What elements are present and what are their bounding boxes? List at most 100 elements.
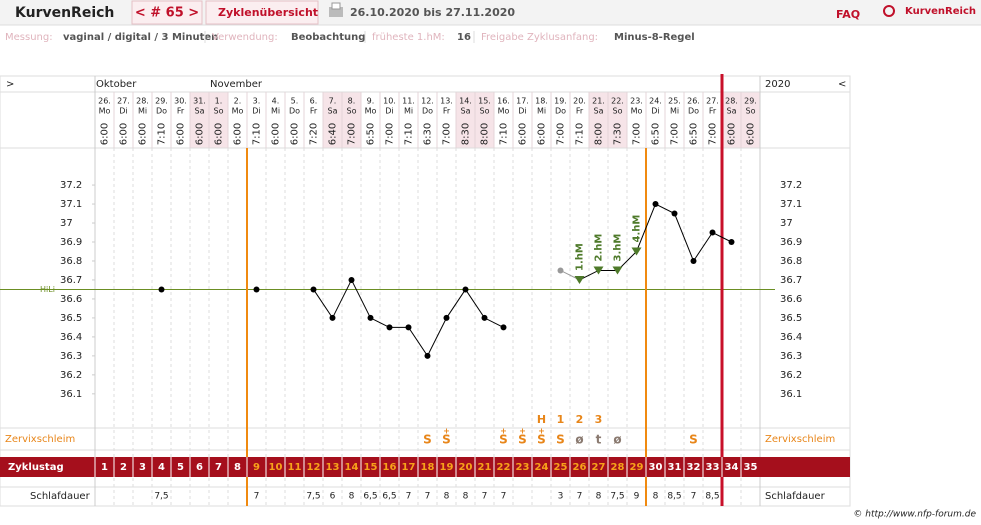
y-tick-label: 36.7 [60,275,82,286]
date-label: 27. [117,97,130,106]
date-label: 24. [649,97,662,106]
cycle-day: 18 [421,462,435,473]
cycle-nav[interactable]: < # 65 > [135,6,199,21]
nav-right: < [838,79,846,90]
weekday-label: Sa [594,107,604,116]
temperature-point [481,314,488,321]
tab[interactable]: Zyklenübersicht [218,6,318,19]
weekday-label: Sa [328,107,338,116]
date-label: 28. [136,97,149,106]
date-label: 7. [329,97,337,106]
sleep-value: 3 [558,492,564,502]
date-label: 16. [497,97,510,106]
sleep-title: Schlafdauer [30,491,91,502]
date-label: 26. [98,97,111,106]
time-label: 6:00 [271,123,282,145]
sleep-value: 7,5 [154,492,168,502]
setting-value: Beobachtung [291,32,365,43]
weekday-label: So [480,107,490,116]
weekend-shade [342,92,361,148]
time-label: 6:50 [651,123,662,145]
weekday-label: Do [688,107,699,116]
cycle-day: 34 [725,462,739,473]
printer-icon[interactable] [329,2,343,17]
mucus-symbol: t [596,433,602,447]
time-label: 7:10 [252,123,263,145]
cycle-day: 6 [196,462,203,473]
date-label: 10. [383,97,396,106]
y-tick-label: 36.9 [60,237,82,248]
date-label: 26. [687,97,700,106]
date-label: 19. [554,97,567,106]
cycle-day: 19 [440,462,454,473]
y-tick-label-right: 36.1 [780,389,802,400]
weekday-label: Mi [404,107,413,116]
temperature-point [462,286,469,293]
cycle-day: 30 [649,462,663,473]
cycle-day: 3 [139,462,146,473]
weekend-shade [323,92,342,148]
time-label: 6:00 [100,123,111,145]
cycle-day: 35 [744,462,758,473]
sleep-value: 6,5 [382,492,396,502]
sleep-value: 7 [254,492,260,502]
cycle-day: 4 [158,462,165,473]
time-label: 6:00 [518,123,529,145]
y-tick-label-right: 37.1 [780,199,802,210]
date-label: 17. [516,97,529,106]
y-tick-label: 36.6 [60,294,82,305]
sleep-value: 7 [501,492,507,502]
mucus-title: Zervixschleim [5,434,75,445]
faq-link[interactable]: FAQ [836,8,860,21]
setting-label: früheste 1.hM: [372,32,445,43]
hm-marker [593,266,604,275]
temperature-point [728,239,735,245]
weekday-label: Sa [461,107,471,116]
time-label: 7:10 [575,123,586,145]
cycle-box[interactable] [131,0,203,25]
y-tick-label: 36.2 [60,370,82,381]
sleep-value: 8 [653,492,659,502]
nav-left: > [6,79,14,90]
date-label: 28. [725,97,738,106]
weekday-label: Do [422,107,433,116]
tab-box[interactable] [205,0,319,25]
sleep-value: 6,5 [363,492,377,502]
temperature-point [158,286,165,293]
time-label: 7:00 [556,123,567,145]
y-tick-label-right: 37.2 [780,180,802,191]
temperature-point [367,314,374,321]
sleep-value: 8 [444,492,450,502]
peak-label: 1 [557,413,565,426]
sleep-value: 8 [596,492,602,502]
hm-label: 2.hM [594,234,605,262]
peak-label: 2 [576,413,584,426]
mucus-symbol: S [689,433,698,447]
cycle-day: 12 [307,462,321,473]
weekday-label: Di [119,107,127,116]
time-label: 6:00 [214,123,225,145]
logo[interactable]: KurvenReich [905,6,976,17]
time-label: 8:00 [480,123,491,145]
peak-label: H [537,413,546,426]
brand[interactable]: KurvenReich [15,5,114,21]
y-tick-label-right: 36.9 [780,237,802,248]
date-label: 4. [272,97,280,106]
sleep-value: 6 [330,492,336,502]
weekday-label: Fr [709,107,717,116]
setting-label: Freigabe Zyklusanfang: [481,32,598,43]
time-label: 7:00 [347,123,358,145]
mucus-symbol: ø [575,433,583,447]
y-tick-label: 36.4 [60,332,82,343]
mucus-symbol: S [499,433,508,447]
weekday-label: Fr [576,107,584,116]
weekday-label: Mo [365,107,377,116]
cycle-day: 14 [345,462,359,473]
time-label: 7:10 [157,123,168,145]
weekend-shade [190,92,209,148]
temperature-point [671,210,678,217]
date-label: 9. [367,97,375,106]
sleep-value: 7,5 [610,492,624,502]
mucus-plus: + [538,427,545,436]
date-label: 6. [310,97,318,106]
